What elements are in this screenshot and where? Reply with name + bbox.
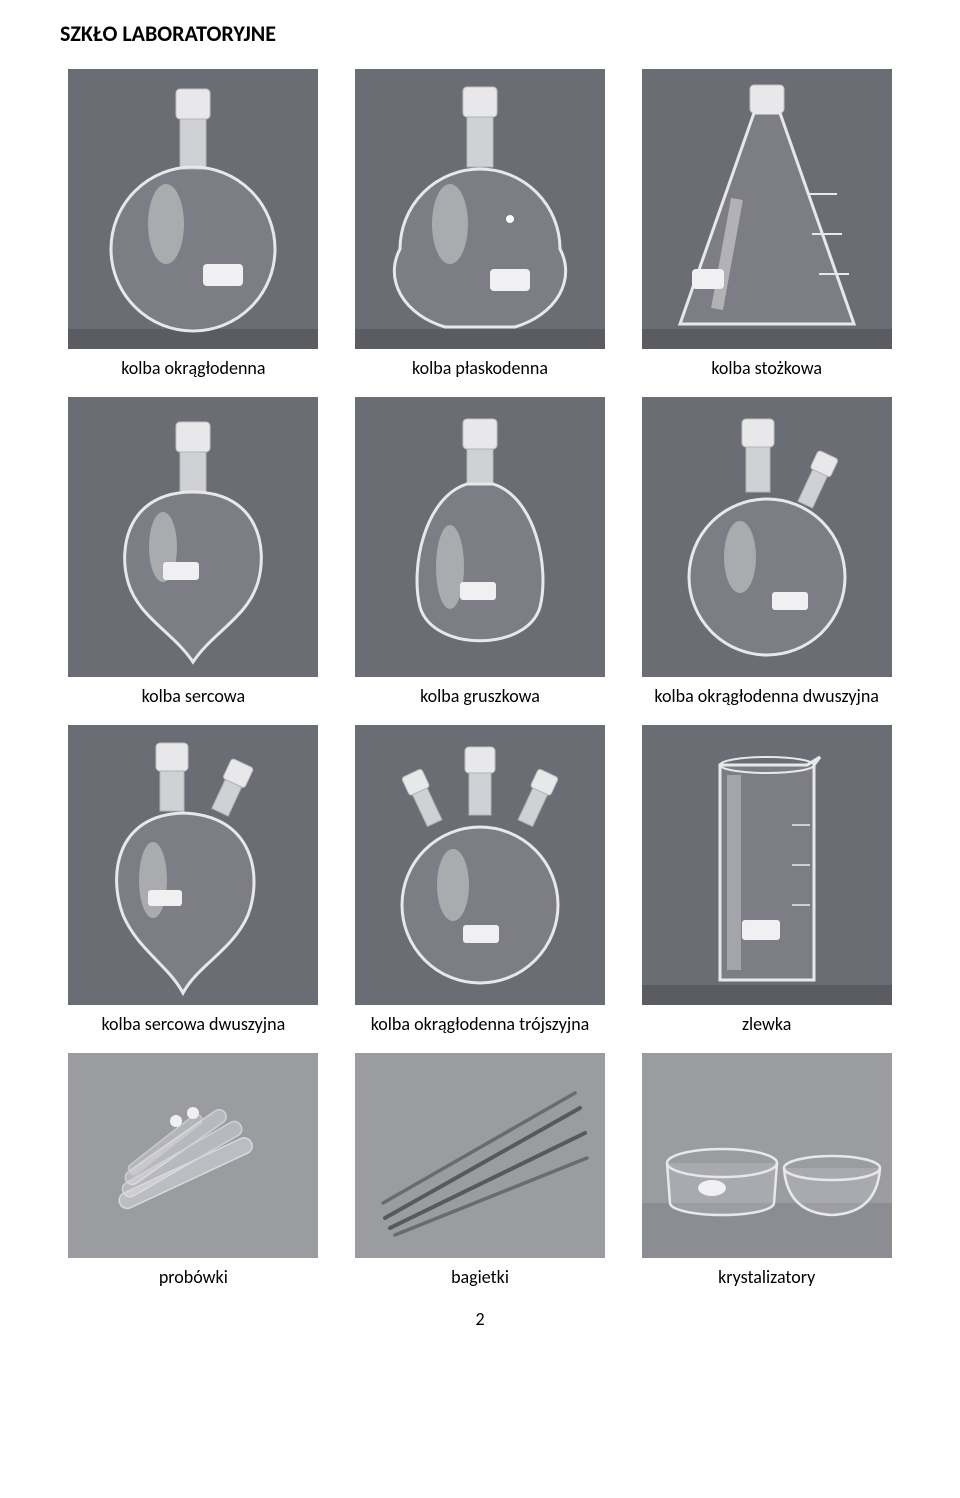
row-3: kolba sercowa dwuszyjna — [60, 725, 900, 1035]
caption-glass-rods: bagietki — [451, 1266, 509, 1288]
cell-beaker: zlewka — [633, 725, 900, 1035]
caption-two-neck-round-flask: kolba okrągłodenna dwuszyjna — [654, 685, 879, 707]
conical-flask-image — [642, 69, 892, 349]
cell-two-neck-round-flask: kolba okrągłodenna dwuszyjna — [633, 397, 900, 707]
round-bottom-flask-image — [68, 69, 318, 349]
caption-crystallizers: krystalizatory — [718, 1266, 815, 1288]
cell-heart-flask: kolba sercowa — [60, 397, 327, 707]
caption-flat-bottom-flask: kolba płaskodenna — [412, 357, 548, 379]
cell-test-tubes: probówki — [60, 1053, 327, 1288]
cell-round-bottom-flask: kolba okrągłodenna — [60, 69, 327, 379]
cell-crystallizers: krystalizatory — [633, 1053, 900, 1288]
test-tubes-image — [68, 1053, 318, 1258]
crystallizers-image — [642, 1053, 892, 1258]
beaker-image — [642, 725, 892, 1005]
caption-conical-flask: kolba stożkowa — [711, 357, 822, 379]
two-neck-heart-flask-image — [68, 725, 318, 1005]
page-title: SZKŁO LABORATORYJNE — [60, 20, 900, 47]
cell-conical-flask: kolba stożkowa — [633, 69, 900, 379]
row-2: kolba sercowa kolba gruszkowa — [60, 397, 900, 707]
caption-pear-flask: kolba gruszkowa — [420, 685, 540, 707]
cell-glass-rods: bagietki — [347, 1053, 614, 1288]
three-neck-round-flask-image — [355, 725, 605, 1005]
page-number: 2 — [60, 1308, 900, 1330]
heart-flask-image — [68, 397, 318, 677]
row-4: probówki bagietki — [60, 1053, 900, 1288]
caption-beaker: zlewka — [742, 1013, 791, 1035]
glass-rods-image — [355, 1053, 605, 1258]
pear-flask-image — [355, 397, 605, 677]
caption-test-tubes: probówki — [159, 1266, 228, 1288]
caption-heart-flask: kolba sercowa — [142, 685, 246, 707]
caption-round-bottom-flask: kolba okrągłodenna — [121, 357, 265, 379]
glassware-grid: kolba okrągłodenna kolba płaskodenna — [60, 69, 900, 1288]
row-1: kolba okrągłodenna kolba płaskodenna — [60, 69, 900, 379]
cell-flat-bottom-flask: kolba płaskodenna — [347, 69, 614, 379]
caption-three-neck-round-flask: kolba okrągłodenna trójszyjna — [371, 1013, 590, 1035]
cell-pear-flask: kolba gruszkowa — [347, 397, 614, 707]
cell-two-neck-heart-flask: kolba sercowa dwuszyjna — [60, 725, 327, 1035]
flat-bottom-flask-image — [355, 69, 605, 349]
caption-two-neck-heart-flask: kolba sercowa dwuszyjna — [101, 1013, 285, 1035]
two-neck-round-flask-image — [642, 397, 892, 677]
cell-three-neck-round-flask: kolba okrągłodenna trójszyjna — [347, 725, 614, 1035]
